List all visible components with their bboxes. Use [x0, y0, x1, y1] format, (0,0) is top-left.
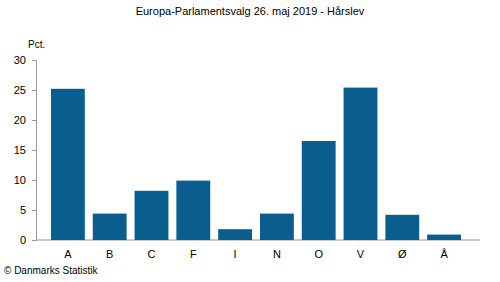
- y-tick: 20: [14, 114, 36, 126]
- y-tick-mark: [32, 180, 36, 181]
- y-tick-mark: [32, 90, 36, 91]
- x-tick-label: I: [234, 248, 237, 260]
- x-tick-label: Ø: [398, 248, 407, 260]
- x-tick: N: [273, 248, 281, 260]
- bar: [51, 89, 85, 240]
- x-tick-label: B: [106, 248, 113, 260]
- bar: [176, 181, 210, 240]
- x-tick-label: Å: [440, 248, 448, 260]
- bar: [385, 215, 419, 240]
- y-tick-label: 10: [14, 174, 26, 186]
- y-tick-mark: [32, 240, 36, 241]
- y-tick: 5: [20, 204, 36, 216]
- bar: [135, 191, 169, 240]
- bar: [93, 214, 127, 240]
- x-tick: O: [314, 248, 323, 260]
- y-tick-mark: [32, 60, 36, 61]
- x-tick: Ø: [398, 248, 407, 260]
- y-tick: 10: [14, 174, 36, 186]
- y-tick-label: 15: [14, 144, 26, 156]
- bar: [427, 235, 461, 240]
- x-tick-label: V: [357, 248, 365, 260]
- x-tick: C: [148, 248, 156, 260]
- y-tick: 15: [14, 144, 36, 156]
- x-tick-label: O: [314, 248, 323, 260]
- y-axis: 0 5 10 15 20 25 30: [14, 54, 37, 246]
- x-tick-label: C: [148, 248, 156, 260]
- bar: [260, 214, 294, 240]
- y-tick: 30: [14, 54, 36, 66]
- y-tick-label: 20: [14, 114, 26, 126]
- y-tick-label: 0: [20, 234, 26, 246]
- y-axis-line: [32, 61, 37, 241]
- y-tick-label: 25: [14, 84, 26, 96]
- y-tick-label: 5: [20, 204, 26, 216]
- x-tick-label: F: [190, 248, 197, 260]
- title: Europa-Parlamentsvalg 26. maj 2019 - Hår…: [136, 5, 365, 17]
- bar: [344, 88, 378, 240]
- bars: [51, 88, 461, 240]
- chart: Europa-Parlamentsvalg 26. maj 2019 - Hår…: [0, 0, 500, 282]
- x-axis: ABCFINOVØÅ: [36, 240, 480, 260]
- y-tick-mark: [32, 120, 36, 121]
- y-axis-title: Pct.: [28, 39, 45, 50]
- y-tick: 25: [14, 84, 36, 96]
- x-tick: A: [64, 248, 72, 260]
- x-tick-label: A: [64, 248, 72, 260]
- y-tick-label: 30: [14, 54, 26, 66]
- bar: [302, 141, 336, 240]
- x-tick: F: [190, 248, 197, 260]
- y-tick-mark: [32, 150, 36, 151]
- x-tick-label: N: [273, 248, 281, 260]
- source: © Danmarks Statistik: [4, 265, 99, 276]
- y-tick: 0: [20, 234, 36, 246]
- x-tick: I: [234, 248, 237, 260]
- x-tick: V: [357, 248, 365, 260]
- y-tick-mark: [32, 210, 36, 211]
- x-tick: B: [106, 248, 113, 260]
- x-tick: Å: [440, 248, 448, 260]
- bar: [218, 229, 252, 240]
